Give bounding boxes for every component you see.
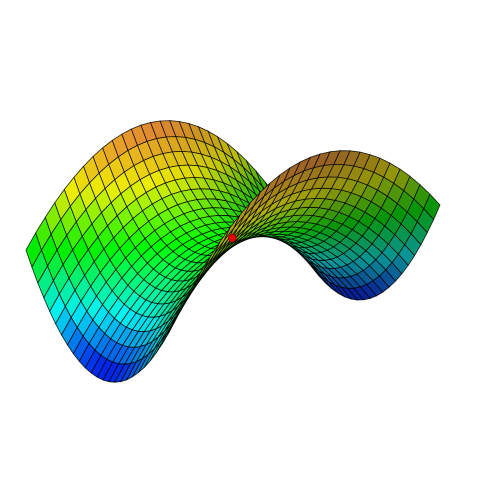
surface-mesh	[25, 120, 441, 383]
surface-patch	[173, 291, 191, 323]
saddle-point-marker	[228, 233, 237, 243]
